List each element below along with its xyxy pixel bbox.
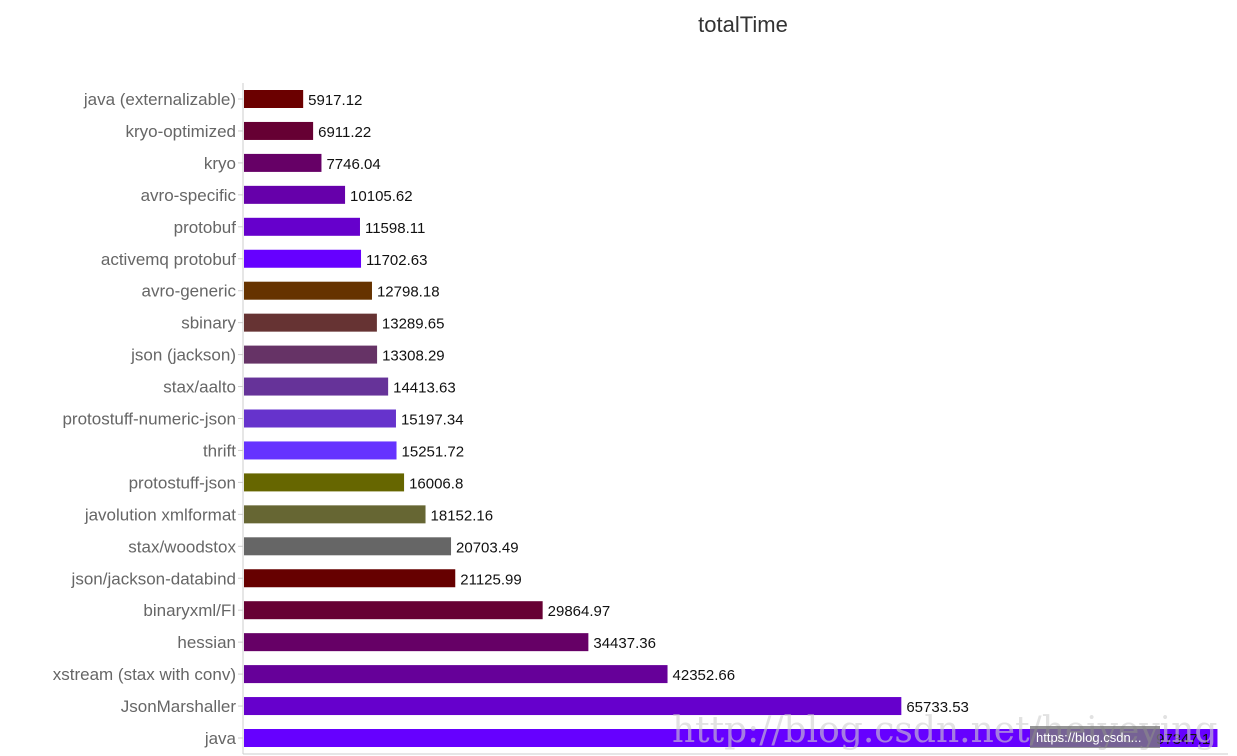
value-label: 29864.97 xyxy=(548,603,611,620)
bar xyxy=(244,377,389,396)
bar xyxy=(244,249,362,268)
category-label: json/jackson-databind xyxy=(71,569,236,588)
value-label: 14413.63 xyxy=(393,380,456,397)
category-label: stax/aalto xyxy=(163,378,236,397)
bars-group xyxy=(244,90,1218,747)
category-label: java xyxy=(204,729,237,748)
value-label: 12798.18 xyxy=(377,284,440,301)
bar xyxy=(244,697,902,716)
bar xyxy=(244,665,668,684)
bar xyxy=(244,505,426,524)
value-label: 20703.49 xyxy=(456,539,519,556)
bar xyxy=(244,633,589,652)
value-label: 42352.66 xyxy=(673,667,736,684)
category-label: javolution xmlformat xyxy=(84,505,236,524)
bar xyxy=(244,537,452,556)
value-label: 15197.34 xyxy=(401,412,464,429)
bar xyxy=(244,345,378,364)
value-label: 15251.72 xyxy=(402,443,465,460)
value-label: 11702.63 xyxy=(366,252,427,269)
category-label: protostuff-json xyxy=(129,473,236,492)
category-label: json (jackson) xyxy=(130,346,236,365)
value-label: 6911.22 xyxy=(318,124,371,141)
value-label: 18152.16 xyxy=(431,507,494,524)
value-label: 13308.29 xyxy=(382,348,445,365)
value-label: 16006.8 xyxy=(409,475,463,492)
category-label: protostuff-numeric-json xyxy=(62,410,236,429)
category-label: JsonMarshaller xyxy=(121,697,237,716)
category-label: stax/woodstox xyxy=(128,537,236,556)
category-label: activemq protobuf xyxy=(101,250,236,269)
category-label: kryo xyxy=(204,154,236,173)
category-label: avro-specific xyxy=(141,186,237,205)
bar xyxy=(244,153,322,172)
category-label: sbinary xyxy=(181,314,236,333)
bar xyxy=(244,185,346,204)
bar xyxy=(244,473,405,492)
bar xyxy=(244,313,377,332)
watermark-badge: https://blog.csdn... xyxy=(1030,726,1160,748)
category-label: kryo-optimized xyxy=(125,122,236,141)
value-labels-group: 5917.12 6911.22 7746.04 10105.62 11598.11 117… xyxy=(308,92,1210,748)
value-label: 34437.36 xyxy=(593,635,656,652)
category-label: thrift xyxy=(203,441,236,460)
bar xyxy=(244,601,543,620)
category-label: xstream (stax with conv) xyxy=(53,665,236,684)
value-label: 21125.99 xyxy=(460,571,521,588)
category-label: binaryxml/FI xyxy=(143,601,236,620)
y-axis xyxy=(238,83,1228,755)
chart-title: totalTime xyxy=(698,12,788,37)
value-label: 97347.1 xyxy=(1156,731,1210,748)
bar xyxy=(244,569,456,588)
value-label: 13289.65 xyxy=(382,316,445,333)
category-label: hessian xyxy=(177,633,236,652)
category-label: protobuf xyxy=(174,218,237,237)
bar xyxy=(244,729,1218,747)
bar xyxy=(244,121,314,140)
bar xyxy=(244,409,396,428)
value-label: 10105.62 xyxy=(350,188,413,205)
category-label: avro-generic xyxy=(142,282,237,301)
bar xyxy=(244,281,372,300)
category-label: java (externalizable) xyxy=(83,90,236,109)
bar xyxy=(244,90,304,108)
value-label: 11598.11 xyxy=(365,220,425,237)
category-labels-group: java (externalizable) kryo-optimized kryo a… xyxy=(53,90,237,748)
value-label: 65733.53 xyxy=(906,699,969,716)
value-label: 5917.12 xyxy=(308,92,362,109)
bar xyxy=(244,441,397,460)
watermark-badge-text: https://blog.csdn... xyxy=(1036,730,1142,745)
bar xyxy=(244,217,360,236)
value-label: 7746.04 xyxy=(326,156,380,173)
